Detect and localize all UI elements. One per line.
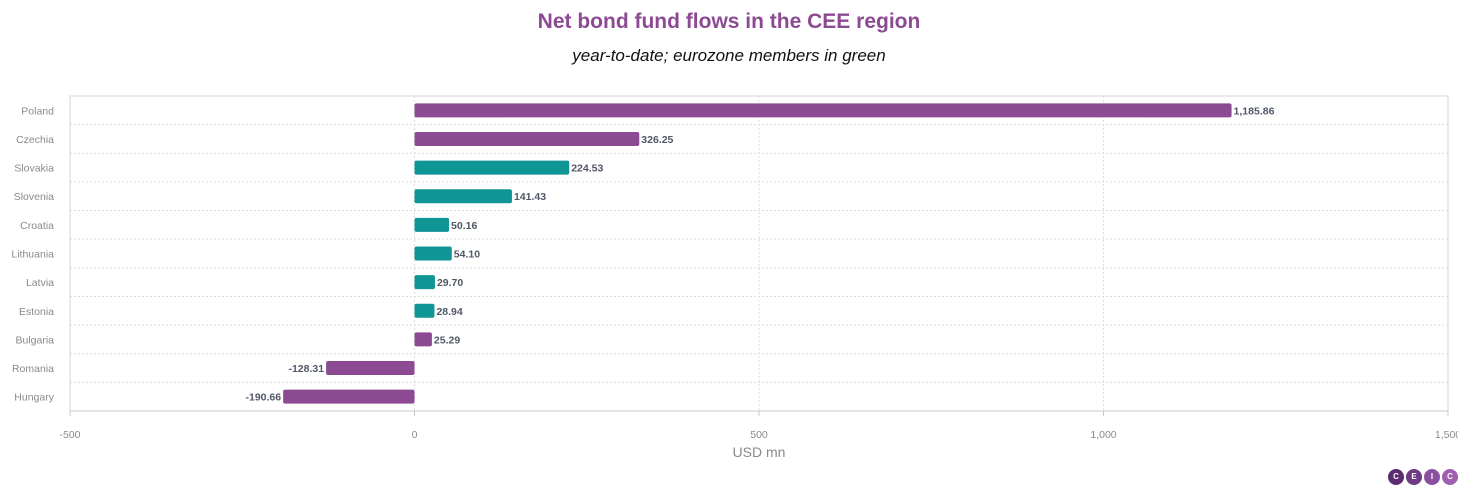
data-label: -190.66 <box>246 392 282 404</box>
logo-letter: I <box>1424 469 1440 485</box>
category-label: Czechia <box>16 134 54 146</box>
x-tick-labels: -500 0 500 1,000 1,500 <box>59 429 1458 441</box>
x-tick-label: 1,500 <box>1435 429 1458 441</box>
data-label: 326.25 <box>641 134 673 146</box>
x-tick-label: 1,000 <box>1090 429 1116 441</box>
data-label: 1,185.86 <box>1234 105 1275 117</box>
data-label: 28.94 <box>436 306 462 318</box>
data-label: 54.10 <box>454 249 480 261</box>
category-label: Poland <box>21 105 54 117</box>
bar <box>414 275 435 290</box>
bar <box>283 389 415 404</box>
ceic-logo: C E I C <box>1388 469 1458 485</box>
bar <box>326 361 415 376</box>
bar <box>414 217 450 232</box>
category-label: Estonia <box>19 306 54 318</box>
x-tick-label: 0 <box>412 429 418 441</box>
bar <box>414 103 1232 118</box>
category-label: Hungary <box>14 392 54 404</box>
category-labels: Poland Czechia Slovakia Slovenia Croatia Lith… <box>11 105 54 403</box>
bar <box>414 246 452 261</box>
data-label: -128.31 <box>288 363 324 375</box>
category-label: Slovakia <box>14 163 54 175</box>
bar <box>414 189 512 204</box>
category-label: Bulgaria <box>15 334 54 346</box>
chart-title: Net bond fund flows in the CEE region <box>537 10 921 33</box>
x-tick-label: -500 <box>59 429 80 441</box>
chart-subtitle: year-to-date; eurozone members in green <box>572 46 886 65</box>
data-label: 224.53 <box>571 163 603 175</box>
x-axis-label: USD mn <box>733 444 786 460</box>
category-label: Croatia <box>20 220 54 232</box>
x-tick-label: 500 <box>750 429 768 441</box>
category-label: Romania <box>12 363 54 375</box>
category-label: Lithuania <box>11 249 54 261</box>
bar <box>414 332 432 347</box>
logo-letter: C <box>1442 469 1458 485</box>
category-label: Latvia <box>26 277 54 289</box>
bar <box>414 131 640 146</box>
category-label: Slovenia <box>14 191 54 203</box>
logo-letter: C <box>1388 469 1404 485</box>
data-label: 50.16 <box>451 220 477 232</box>
data-label: 29.70 <box>437 277 463 289</box>
bars: 1,185.86 326.25 224.53 141.43 50.16 54.10 29.7… <box>246 103 1275 404</box>
grid-lines <box>69 95 1449 416</box>
data-label: 25.29 <box>434 334 460 346</box>
bar <box>414 303 435 318</box>
logo-letter: E <box>1406 469 1422 485</box>
data-label: 141.43 <box>514 191 546 203</box>
bar <box>414 160 570 175</box>
